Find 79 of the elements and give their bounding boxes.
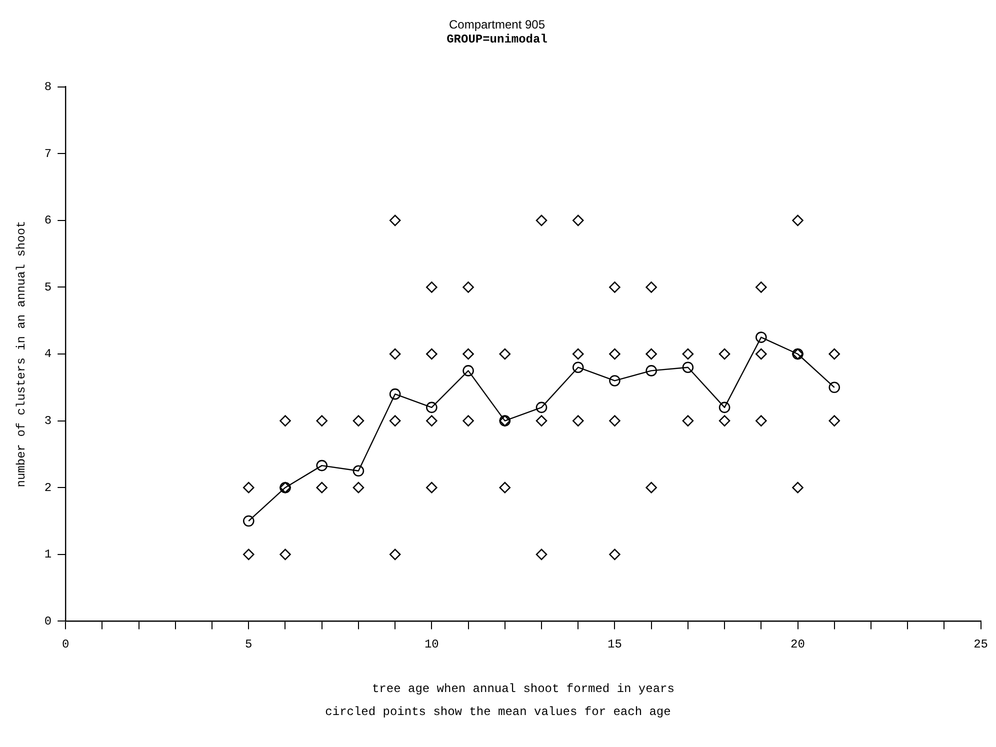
point: [352, 465, 364, 477]
text: circled points show the mean values for each age: [324, 705, 672, 719]
point: [828, 382, 840, 394]
point: [718, 402, 730, 414]
x-tick-label: 10: [424, 638, 439, 652]
y-tick-label: 2: [44, 480, 52, 495]
point: [756, 348, 767, 360]
x-tick-label: 5: [245, 638, 252, 652]
x-tick-label: 20: [790, 638, 805, 652]
point: [389, 388, 401, 400]
point: [756, 415, 767, 426]
point: [756, 282, 767, 293]
y-tick-label: 7: [44, 146, 52, 161]
y-tick-label: 0: [44, 614, 52, 628]
y-tick-label: 8: [44, 80, 52, 94]
point: [609, 375, 620, 386]
point: [609, 415, 620, 426]
x-axis-title: tree age when annual shoot formed in years: [372, 682, 674, 696]
point: [572, 348, 584, 360]
point: [389, 548, 401, 560]
point: [536, 548, 548, 560]
x-tick-label: 0: [62, 638, 70, 652]
point: [352, 482, 364, 494]
point: [426, 482, 438, 494]
point: [462, 365, 474, 376]
point: [572, 362, 584, 374]
point: [389, 214, 401, 226]
point: [682, 348, 694, 360]
point: [316, 460, 328, 472]
point: [682, 415, 694, 426]
point: [316, 482, 328, 494]
point: [426, 415, 438, 426]
chart-title: Compartment 905: [448, 18, 546, 32]
y-tick-label: 3: [44, 414, 52, 428]
point: [609, 548, 620, 560]
point: [646, 482, 657, 494]
point: [646, 348, 657, 360]
chart-subtitle: GROUP=unimodal: [446, 32, 548, 47]
point: [462, 348, 474, 360]
point: [828, 415, 840, 426]
point: [426, 402, 438, 414]
point: [609, 348, 620, 360]
point: [280, 415, 291, 426]
point: [646, 365, 657, 376]
point: [609, 282, 620, 293]
point: [242, 515, 254, 527]
point: [682, 362, 694, 374]
point: [718, 415, 730, 426]
point: [536, 415, 548, 426]
x-tick-label: 15: [608, 638, 622, 652]
point: [718, 348, 730, 360]
point: [792, 214, 804, 226]
point: [389, 415, 401, 426]
point: [572, 415, 584, 426]
y-tick-label: 6: [44, 214, 52, 228]
point: [242, 482, 254, 494]
point: [242, 548, 254, 560]
point: [572, 214, 584, 226]
point: [316, 415, 328, 426]
point: [536, 402, 548, 414]
point: [828, 348, 840, 360]
y-tick-label: 1: [44, 548, 52, 562]
point: [462, 415, 474, 426]
point: [499, 348, 511, 360]
point: [646, 282, 657, 293]
y-tick-label: 4: [44, 347, 52, 362]
x-tick-label: 25: [974, 638, 988, 652]
point: [499, 482, 511, 494]
point: [792, 482, 804, 494]
point: [462, 282, 474, 293]
y-axis-title: number of clusters in an annual shoot: [14, 220, 28, 488]
y-tick-label: 5: [44, 280, 52, 294]
point: [426, 348, 438, 360]
point: [426, 282, 438, 293]
point: [280, 548, 291, 560]
point: [536, 214, 548, 226]
point: [756, 332, 767, 343]
point: [352, 415, 364, 426]
point: [389, 348, 401, 360]
